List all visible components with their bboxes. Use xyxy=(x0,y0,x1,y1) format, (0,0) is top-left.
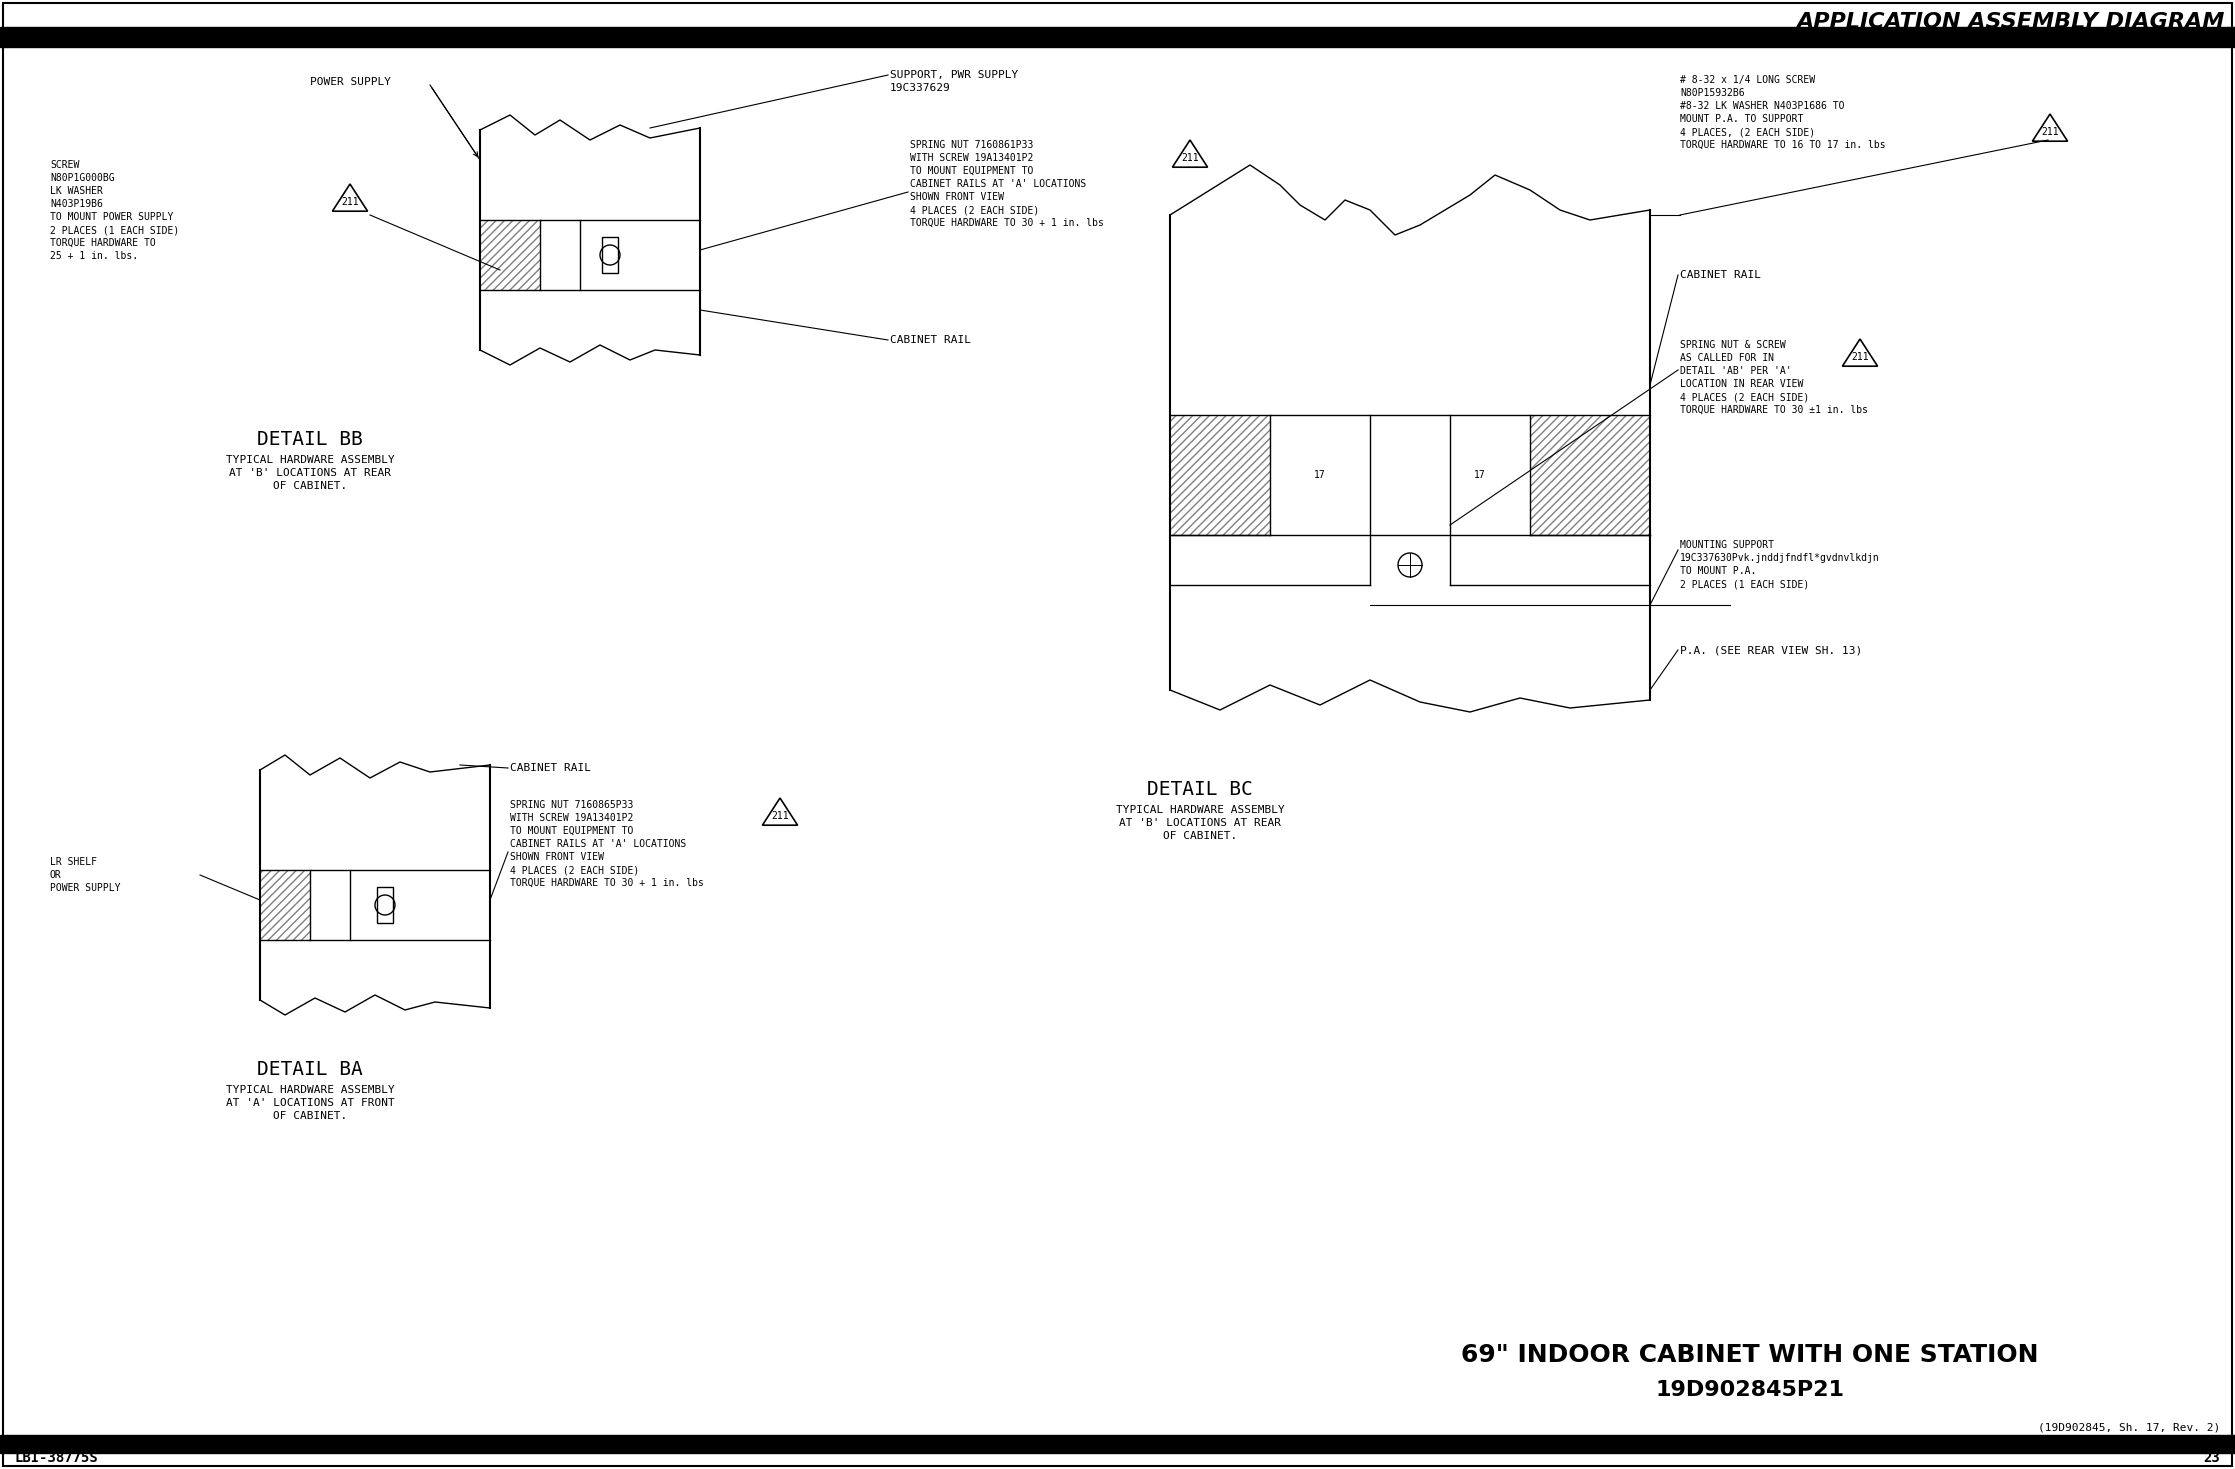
Text: DETAIL BB: DETAIL BB xyxy=(257,430,362,450)
Text: CABINET RAILS AT 'A' LOCATIONS: CABINET RAILS AT 'A' LOCATIONS xyxy=(910,179,1086,190)
Text: TO MOUNT EQUIPMENT TO: TO MOUNT EQUIPMENT TO xyxy=(910,166,1033,176)
Text: 19C337629: 19C337629 xyxy=(890,84,950,93)
Text: 4 PLACES (2 EACH SIDE): 4 PLACES (2 EACH SIDE) xyxy=(510,865,639,876)
Text: P.A. (SEE REAR VIEW SH. 13): P.A. (SEE REAR VIEW SH. 13) xyxy=(1681,645,1862,655)
Text: WITH SCREW 19A13401P2: WITH SCREW 19A13401P2 xyxy=(510,812,633,823)
Text: TORQUE HARDWARE TO 16 TO 17 in. lbs: TORQUE HARDWARE TO 16 TO 17 in. lbs xyxy=(1681,140,1886,150)
Text: SPRING NUT 7160861P33: SPRING NUT 7160861P33 xyxy=(910,140,1033,150)
Text: OF CABINET.: OF CABINET. xyxy=(273,1111,346,1121)
Text: LR SHELF: LR SHELF xyxy=(49,856,96,867)
Text: TO MOUNT P.A.: TO MOUNT P.A. xyxy=(1681,566,1757,576)
Text: TORQUE HARDWARE TO 30 + 1 in. lbs: TORQUE HARDWARE TO 30 + 1 in. lbs xyxy=(910,217,1104,228)
Text: 17: 17 xyxy=(1314,470,1325,480)
Bar xyxy=(259,870,311,940)
Bar xyxy=(0,26,2235,47)
Text: DETAIL 'AB' PER 'A': DETAIL 'AB' PER 'A' xyxy=(1681,366,1792,376)
Text: 211: 211 xyxy=(342,197,360,207)
Text: DETAIL BC: DETAIL BC xyxy=(1147,780,1254,799)
Text: AS CALLED FOR IN: AS CALLED FOR IN xyxy=(1681,353,1775,363)
Text: AT 'B' LOCATIONS AT REAR: AT 'B' LOCATIONS AT REAR xyxy=(228,469,391,477)
Text: TYPICAL HARDWARE ASSEMBLY: TYPICAL HARDWARE ASSEMBLY xyxy=(1115,805,1285,815)
Text: 211: 211 xyxy=(771,811,789,821)
Text: MOUNTING SUPPORT: MOUNTING SUPPORT xyxy=(1681,541,1775,549)
Text: #8-32 LK WASHER N403P1686 TO: #8-32 LK WASHER N403P1686 TO xyxy=(1681,101,1844,112)
Text: SPRING NUT & SCREW: SPRING NUT & SCREW xyxy=(1681,339,1786,350)
Bar xyxy=(1169,416,1269,535)
Text: LBI-38775S: LBI-38775S xyxy=(16,1451,98,1465)
Text: (19D902845, Sh. 17, Rev. 2): (19D902845, Sh. 17, Rev. 2) xyxy=(2038,1423,2219,1432)
Text: 19C337630Pvk.jnddjfndfl*gvdnvlkdjn: 19C337630Pvk.jnddjfndfl*gvdnvlkdjn xyxy=(1681,552,1880,563)
Text: CABINET RAIL: CABINET RAIL xyxy=(890,335,970,345)
Text: POWER SUPPLY: POWER SUPPLY xyxy=(49,883,121,893)
Bar xyxy=(378,887,393,923)
Text: 4 PLACES (2 EACH SIDE): 4 PLACES (2 EACH SIDE) xyxy=(910,206,1039,214)
Text: N80P1G000BG: N80P1G000BG xyxy=(49,173,114,184)
Text: LOCATION IN REAR VIEW: LOCATION IN REAR VIEW xyxy=(1681,379,1804,389)
Bar xyxy=(481,220,541,289)
Text: 211: 211 xyxy=(2041,128,2058,138)
Text: TO MOUNT POWER SUPPLY: TO MOUNT POWER SUPPLY xyxy=(49,212,174,222)
Text: TORQUE HARDWARE TO: TORQUE HARDWARE TO xyxy=(49,238,156,248)
Text: SHOWN FRONT VIEW: SHOWN FRONT VIEW xyxy=(510,852,603,862)
Text: 211: 211 xyxy=(1180,153,1198,163)
Text: TYPICAL HARDWARE ASSEMBLY: TYPICAL HARDWARE ASSEMBLY xyxy=(226,455,393,466)
Text: SCREW: SCREW xyxy=(49,160,80,170)
Text: LK WASHER: LK WASHER xyxy=(49,187,103,195)
Text: DETAIL BA: DETAIL BA xyxy=(257,1061,362,1080)
Text: WITH SCREW 19A13401P2: WITH SCREW 19A13401P2 xyxy=(910,153,1033,163)
Bar xyxy=(1531,416,1649,535)
Text: 4 PLACES (2 EACH SIDE): 4 PLACES (2 EACH SIDE) xyxy=(1681,392,1810,403)
Text: 2 PLACES (1 EACH SIDE): 2 PLACES (1 EACH SIDE) xyxy=(1681,579,1810,589)
Text: CABINET RAIL: CABINET RAIL xyxy=(510,762,590,773)
Text: SHOWN FRONT VIEW: SHOWN FRONT VIEW xyxy=(910,192,1004,203)
Text: OF CABINET.: OF CABINET. xyxy=(273,480,346,491)
Text: SUPPORT, PWR SUPPLY: SUPPORT, PWR SUPPLY xyxy=(890,71,1019,79)
Text: 23: 23 xyxy=(2204,1451,2219,1465)
Text: 17: 17 xyxy=(1475,470,1486,480)
Text: OR: OR xyxy=(49,870,63,880)
Text: # 8-32 x 1/4 LONG SCREW: # 8-32 x 1/4 LONG SCREW xyxy=(1681,75,1815,85)
Text: CABINET RAILS AT 'A' LOCATIONS: CABINET RAILS AT 'A' LOCATIONS xyxy=(510,839,686,849)
Text: OF CABINET.: OF CABINET. xyxy=(1162,831,1238,840)
Text: TYPICAL HARDWARE ASSEMBLY: TYPICAL HARDWARE ASSEMBLY xyxy=(226,1086,393,1094)
Bar xyxy=(601,237,619,273)
Text: 69" INDOOR CABINET WITH ONE STATION: 69" INDOOR CABINET WITH ONE STATION xyxy=(1462,1343,2038,1368)
Bar xyxy=(0,1435,2235,1453)
Text: AT 'B' LOCATIONS AT REAR: AT 'B' LOCATIONS AT REAR xyxy=(1120,818,1281,829)
Text: TORQUE HARDWARE TO 30 + 1 in. lbs: TORQUE HARDWARE TO 30 + 1 in. lbs xyxy=(510,878,704,887)
Text: APPLICATION ASSEMBLY DIAGRAM: APPLICATION ASSEMBLY DIAGRAM xyxy=(1797,12,2226,32)
Text: TORQUE HARDWARE TO 30 ±1 in. lbs: TORQUE HARDWARE TO 30 ±1 in. lbs xyxy=(1681,405,1868,416)
Text: 4 PLACES, (2 EACH SIDE): 4 PLACES, (2 EACH SIDE) xyxy=(1681,126,1815,137)
Text: CABINET RAIL: CABINET RAIL xyxy=(1681,270,1761,281)
Text: AT 'A' LOCATIONS AT FRONT: AT 'A' LOCATIONS AT FRONT xyxy=(226,1097,393,1108)
Text: TO MOUNT EQUIPMENT TO: TO MOUNT EQUIPMENT TO xyxy=(510,826,633,836)
Text: N403P19B6: N403P19B6 xyxy=(49,198,103,209)
Text: POWER SUPPLY: POWER SUPPLY xyxy=(311,76,391,87)
Text: 19D902845P21: 19D902845P21 xyxy=(1656,1379,1844,1400)
Text: N80P15932B6: N80P15932B6 xyxy=(1681,88,1746,98)
Text: 25 + 1 in. lbs.: 25 + 1 in. lbs. xyxy=(49,251,139,261)
Text: 2 PLACES (1 EACH SIDE): 2 PLACES (1 EACH SIDE) xyxy=(49,225,179,235)
Text: 211: 211 xyxy=(1851,353,1868,363)
Text: MOUNT P.A. TO SUPPORT: MOUNT P.A. TO SUPPORT xyxy=(1681,115,1804,123)
Text: SPRING NUT 7160865P33: SPRING NUT 7160865P33 xyxy=(510,801,633,809)
